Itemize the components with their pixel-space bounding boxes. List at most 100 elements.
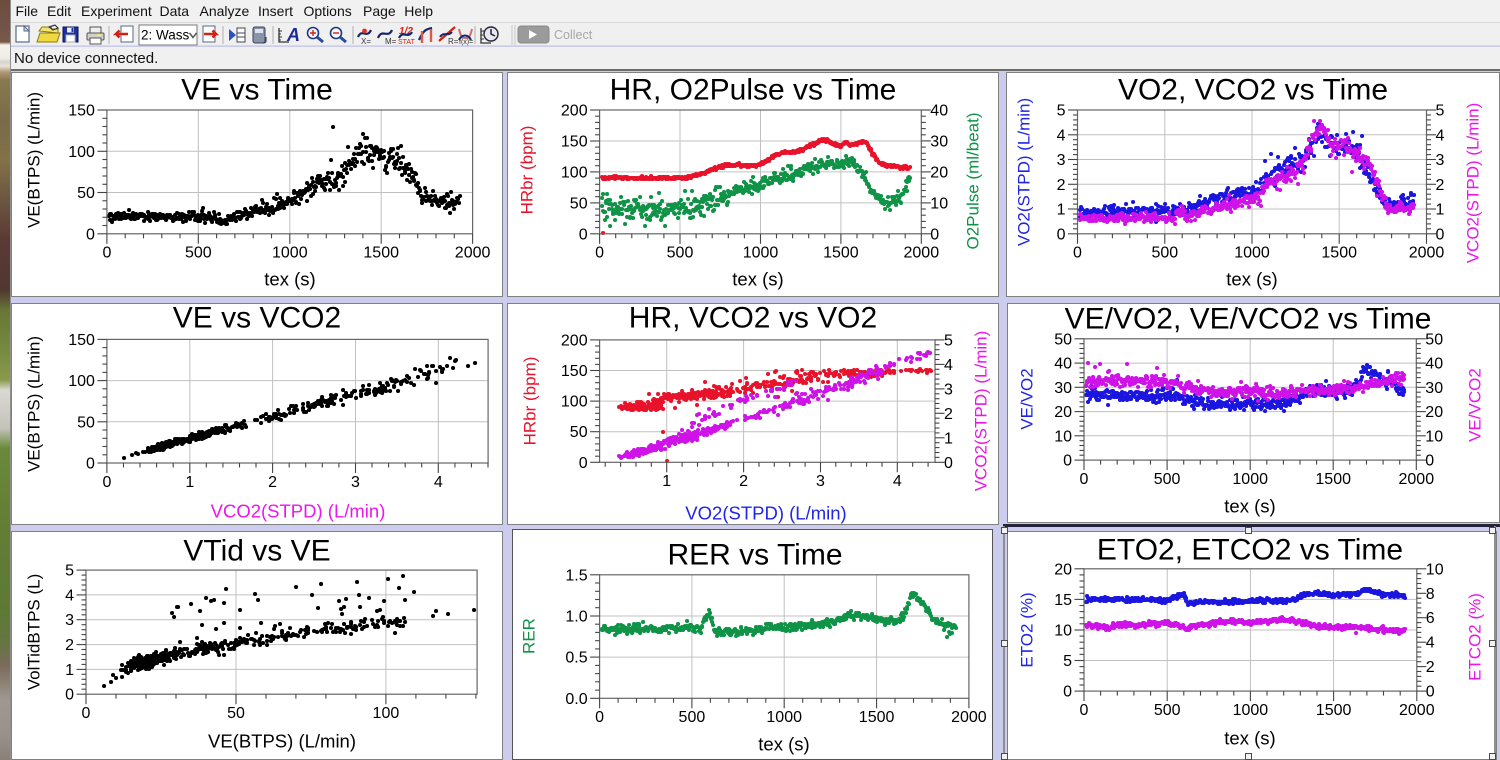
- svg-text:30: 30: [1425, 380, 1443, 397]
- svg-text:6: 6: [1426, 610, 1435, 627]
- svg-text:2: 2: [268, 474, 277, 491]
- svg-text:4: 4: [1426, 635, 1435, 652]
- svg-text:4: 4: [893, 473, 902, 490]
- svg-text:tex (s): tex (s): [1226, 269, 1277, 290]
- svg-text:tex (s): tex (s): [1224, 728, 1275, 749]
- svg-text:20: 20: [1054, 404, 1072, 421]
- svg-text:10: 10: [1426, 561, 1444, 578]
- svg-text:40: 40: [1054, 356, 1072, 373]
- svg-text:0: 0: [1073, 245, 1082, 262]
- svg-text:tex (s): tex (s): [1224, 496, 1275, 517]
- svg-text:VO2(STPD) (L/min): VO2(STPD) (L/min): [685, 503, 846, 524]
- svg-text:VE(BTPS) (L/min): VE(BTPS) (L/min): [25, 336, 44, 472]
- svg-text:30: 30: [1054, 380, 1072, 397]
- svg-text:5: 5: [1436, 103, 1445, 120]
- svg-text:5: 5: [65, 563, 74, 580]
- svg-text:VE/VO2, VE/VCO2 vs Time: VE/VO2, VE/VCO2 vs Time: [1065, 303, 1432, 336]
- svg-text:tex (s): tex (s): [732, 269, 783, 290]
- svg-text:tex (s): tex (s): [758, 734, 809, 755]
- svg-text:0: 0: [1063, 684, 1072, 701]
- svg-text:R=: R=: [448, 37, 459, 46]
- svg-text:0: 0: [930, 226, 939, 243]
- svg-text:0: 0: [579, 226, 588, 243]
- svg-text:VCO2(STPD) (L/min): VCO2(STPD) (L/min): [1464, 103, 1483, 264]
- svg-text:2: Wass: 2: Wass: [141, 28, 190, 43]
- svg-text:50: 50: [77, 414, 95, 431]
- svg-text:2: 2: [1057, 177, 1066, 194]
- svg-text:500: 500: [1154, 471, 1181, 488]
- svg-text:ETO2 (%): ETO2 (%): [1018, 592, 1037, 667]
- svg-text:1000: 1000: [743, 245, 779, 262]
- svg-text:150: 150: [68, 332, 95, 349]
- svg-text:1000: 1000: [766, 709, 802, 726]
- svg-text:5: 5: [1057, 103, 1066, 120]
- svg-text:VE vs VCO2: VE vs VCO2: [173, 303, 341, 335]
- svg-text:1: 1: [662, 473, 671, 490]
- svg-text:1: 1: [1436, 202, 1445, 219]
- svg-text:0: 0: [1436, 226, 1445, 243]
- svg-text:0: 0: [86, 456, 95, 473]
- svg-text:150: 150: [561, 134, 588, 151]
- svg-text:100: 100: [68, 373, 95, 390]
- svg-text:2000: 2000: [1409, 245, 1445, 262]
- svg-text:150: 150: [68, 103, 95, 120]
- svg-text:1000: 1000: [1232, 471, 1268, 488]
- svg-text:0: 0: [1080, 471, 1089, 488]
- svg-text:0: 0: [595, 245, 604, 262]
- svg-text:500: 500: [679, 709, 706, 726]
- svg-text:0: 0: [82, 705, 91, 722]
- svg-text:3: 3: [816, 473, 825, 490]
- svg-text:1500: 1500: [823, 245, 859, 262]
- svg-text:ETCO2 (%): ETCO2 (%): [1466, 593, 1485, 681]
- svg-text:2: 2: [1426, 659, 1435, 676]
- svg-text:1: 1: [185, 474, 194, 491]
- svg-text:100: 100: [561, 164, 588, 181]
- svg-text:0: 0: [595, 709, 604, 726]
- svg-text:500: 500: [185, 245, 212, 262]
- svg-text:1.5: 1.5: [565, 567, 587, 584]
- svg-text:1: 1: [944, 430, 953, 447]
- svg-text:10: 10: [1054, 623, 1072, 640]
- svg-text:150: 150: [561, 363, 588, 380]
- svg-text:VE(BTPS) (L/min): VE(BTPS) (L/min): [208, 731, 356, 752]
- svg-text:0: 0: [1063, 453, 1072, 470]
- svg-text:1000: 1000: [1234, 245, 1270, 262]
- svg-text:0: 0: [102, 245, 111, 262]
- svg-text:3: 3: [351, 474, 360, 491]
- svg-text:2: 2: [739, 473, 748, 490]
- svg-text:tex (s): tex (s): [264, 269, 315, 290]
- svg-text:50: 50: [570, 424, 588, 441]
- svg-text:1500: 1500: [1316, 702, 1352, 719]
- svg-text:50: 50: [1054, 331, 1072, 348]
- svg-text:1000: 1000: [1233, 702, 1269, 719]
- svg-text:0.5: 0.5: [565, 650, 587, 667]
- svg-text:ETO2, ETCO2 vs Time: ETO2, ETCO2 vs Time: [1097, 534, 1403, 567]
- svg-text:10: 10: [1425, 428, 1443, 445]
- svg-text:1500: 1500: [859, 709, 895, 726]
- svg-text:500: 500: [667, 245, 694, 262]
- svg-text:0: 0: [1080, 702, 1089, 719]
- svg-text:30: 30: [930, 133, 948, 150]
- svg-text:4: 4: [1057, 127, 1066, 144]
- svg-text:5: 5: [944, 332, 953, 349]
- svg-text:RER: RER: [520, 618, 539, 654]
- svg-text:200: 200: [561, 332, 588, 349]
- svg-text:5: 5: [1063, 653, 1072, 670]
- svg-text:1500: 1500: [1315, 471, 1351, 488]
- svg-text:15: 15: [1054, 592, 1072, 609]
- svg-text:O2Pulse (ml/beat): O2Pulse (ml/beat): [964, 113, 983, 250]
- svg-text:500: 500: [1154, 702, 1181, 719]
- svg-text:40: 40: [1425, 356, 1443, 373]
- svg-text:VE/VO2: VE/VO2: [1018, 368, 1037, 429]
- svg-text:0: 0: [1426, 684, 1435, 701]
- svg-text:4: 4: [944, 357, 953, 374]
- svg-text:X=: X=: [361, 37, 371, 46]
- svg-text:0: 0: [102, 474, 111, 491]
- svg-text:0: 0: [579, 455, 588, 472]
- svg-text:1: 1: [65, 662, 74, 679]
- svg-text:2000: 2000: [904, 245, 940, 262]
- svg-text:20: 20: [930, 164, 948, 181]
- svg-text:100: 100: [561, 394, 588, 411]
- svg-text:100: 100: [373, 705, 400, 722]
- svg-text:4: 4: [65, 587, 74, 604]
